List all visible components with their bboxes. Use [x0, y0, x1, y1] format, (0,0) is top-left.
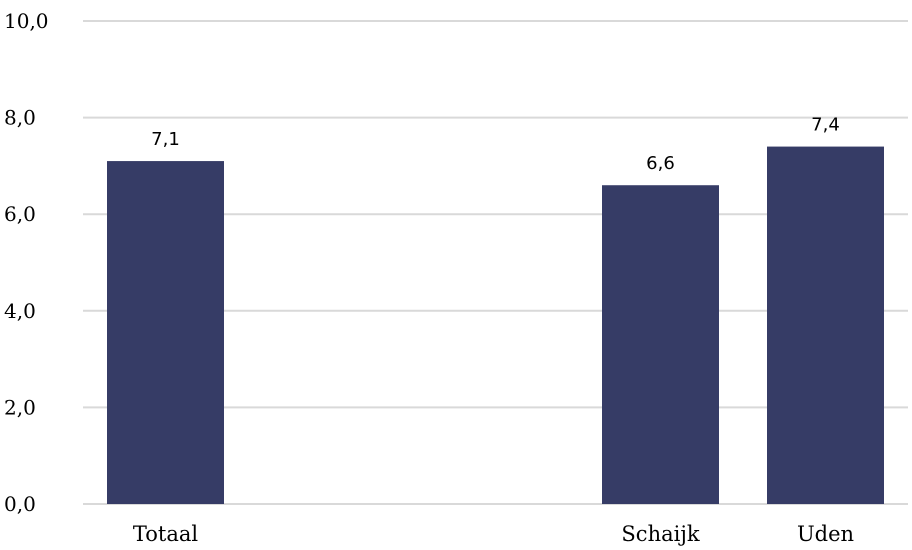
y-tick-label: 6,0 [4, 202, 36, 226]
data-label: 6,6 [646, 153, 675, 174]
bars [107, 146, 884, 504]
y-tick-label: 2,0 [4, 395, 36, 419]
x-axis-category-labels: Totaal Schaijk Uden [133, 522, 854, 546]
data-labels: 7,1 6,6 7,4 [151, 115, 840, 175]
data-label: 7,4 [811, 115, 840, 136]
x-category-label: Schaijk [621, 522, 699, 546]
data-label: 7,1 [151, 129, 180, 150]
y-axis-tick-labels: 0,0 2,0 4,0 6,0 8,0 10,0 [4, 9, 49, 516]
x-category-label: Uden [797, 522, 854, 546]
y-tick-label: 8,0 [4, 106, 36, 130]
bar [107, 161, 224, 504]
y-tick-label: 4,0 [4, 299, 36, 323]
x-category-label: Totaal [133, 522, 198, 546]
bar [602, 185, 719, 504]
y-tick-label: 0,0 [4, 492, 36, 516]
bar [767, 146, 884, 504]
y-tick-label: 10,0 [4, 9, 49, 33]
